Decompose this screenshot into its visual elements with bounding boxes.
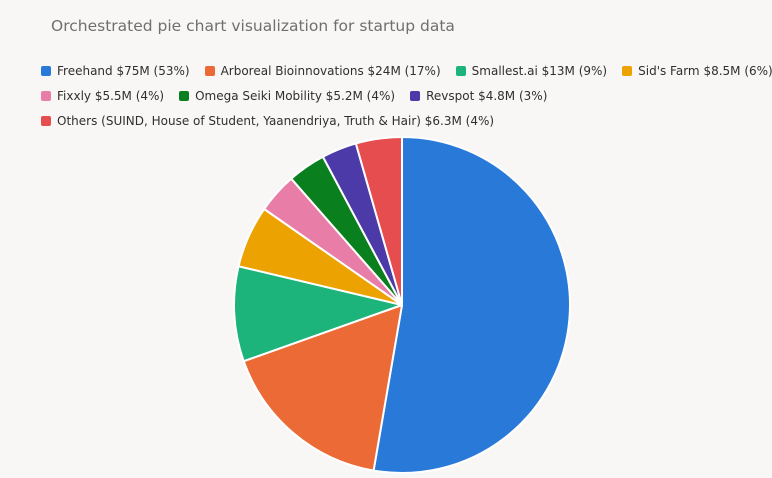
legend-row-2: Fixxly $5.5M (4%) Omega Seiki Mobility $… bbox=[41, 83, 761, 108]
pie-slice-others-suind-house-of-student-yaanendriya-truth-hair[interactable] bbox=[354, 136, 403, 306]
legend-swatch-omega-seiki bbox=[179, 90, 190, 101]
legend-swatch-revspot bbox=[410, 90, 421, 101]
chart-title: Orchestrated pie chart visualization for… bbox=[51, 17, 455, 35]
legend-swatch-fixxly bbox=[41, 90, 51, 101]
legend-label-freehand: Freehand $75M (53%) bbox=[57, 63, 190, 78]
legend-item-omega-seiki: Omega Seiki Mobility $5.2M (4%) bbox=[179, 89, 395, 103]
legend-item-arboreal: Arboreal Bioinnovations $24M (17%) bbox=[204, 63, 441, 78]
legend-swatch-smallest-ai bbox=[455, 65, 466, 76]
legend-label-fixxly: Fixxly $5.5M (4%) bbox=[57, 88, 165, 103]
pie-slices bbox=[233, 136, 571, 474]
legend-item-smallest-ai: Smallest.ai $13M (9%) bbox=[455, 63, 608, 78]
legend-swatch-arboreal bbox=[204, 65, 215, 76]
legend-item-fixxly: Fixxly $5.5M (4%) bbox=[41, 89, 164, 103]
legend-label-arboreal: Arboreal Bioinnovations $24M (17%) bbox=[220, 63, 441, 78]
legend-item-sids-farm: Sid's Farm $8.5M (6%) bbox=[622, 64, 772, 78]
legend-row-3: Others (SUIND, House of Student, Yaanend… bbox=[41, 108, 761, 133]
legend-swatch-freehand bbox=[41, 65, 51, 76]
legend-item-freehand: Freehand $75M (53%) bbox=[41, 64, 190, 78]
legend-label-others: Others (SUIND, House of Student, Yaanend… bbox=[57, 113, 495, 128]
legend-item-others: Others (SUIND, House of Student, Yaanend… bbox=[41, 114, 494, 128]
legend-label-revspot: Revspot $4.8M (3%) bbox=[426, 88, 548, 103]
legend-swatch-others bbox=[41, 115, 51, 126]
legend: Freehand $75M (53%) Arboreal Bioinnovati… bbox=[41, 58, 772, 133]
legend-item-revspot: Revspot $4.8M (3%) bbox=[410, 89, 547, 103]
legend-label-sids-farm: Sid's Farm $8.5M (6%) bbox=[638, 63, 772, 78]
pie-slice-arboreal-bioinnovations[interactable] bbox=[242, 304, 403, 472]
legend-label-smallest-ai: Smallest.ai $13M (9%) bbox=[471, 63, 608, 78]
legend-swatch-sids-farm bbox=[622, 65, 633, 76]
pie-slice-smallest-ai[interactable] bbox=[233, 265, 403, 363]
legend-label-omega-seiki: Omega Seiki Mobility $5.2M (4%) bbox=[195, 88, 396, 103]
legend-row-1: Freehand $75M (53%) Arboreal Bioinnovati… bbox=[41, 58, 772, 83]
pie-slice-freehand[interactable] bbox=[372, 136, 571, 474]
